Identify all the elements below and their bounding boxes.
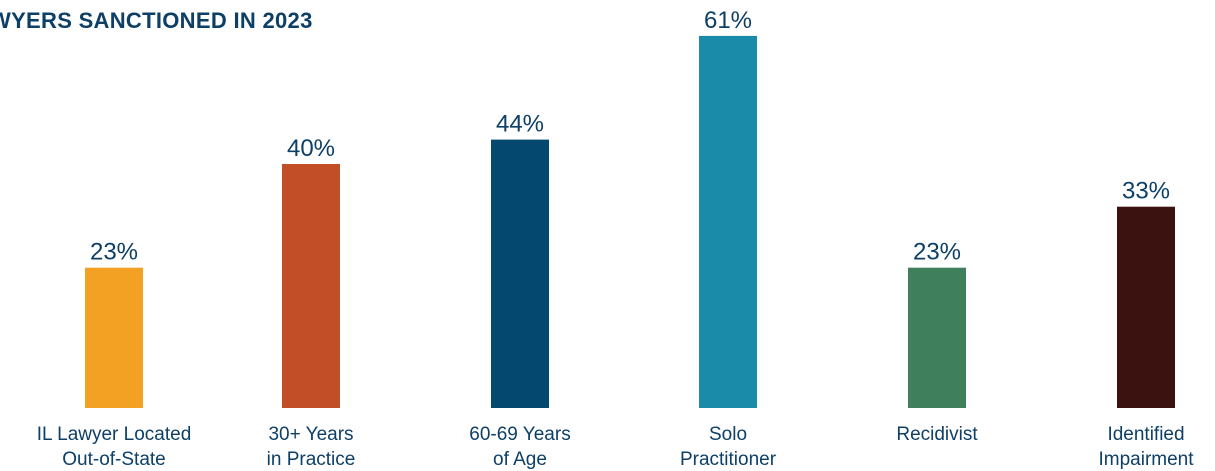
category-label-line: IL Lawyer Located xyxy=(37,424,192,445)
bar-3 xyxy=(699,35,757,409)
bar-1 xyxy=(282,164,340,408)
category-labels-group: IL Lawyer Located Out-of-State 30+ Years in… xyxy=(37,424,1195,470)
data-labels-group: 23% 40% 44% 61% 23% 33% xyxy=(90,7,1170,266)
data-label-0: 23% xyxy=(90,239,138,266)
category-label-line: Identified xyxy=(1107,424,1184,445)
category-label-line: Recidivist xyxy=(896,424,978,445)
bar-5 xyxy=(1117,206,1175,408)
category-label-line: 60-69 Years xyxy=(469,424,570,445)
category-label-line: Practitioner xyxy=(680,449,777,470)
bar-4 xyxy=(908,267,966,408)
bar-2 xyxy=(491,139,549,408)
data-label-2: 44% xyxy=(496,111,544,138)
chart-title: WYERS SANCTIONED IN 2023 xyxy=(0,8,313,33)
category-label-line: of Age xyxy=(493,449,547,470)
category-label-line: Solo xyxy=(709,424,747,445)
category-label-line: in Practice xyxy=(267,449,356,470)
category-label-5: Identified Impairment xyxy=(1098,424,1194,470)
bars-group xyxy=(85,35,1175,409)
data-label-5: 33% xyxy=(1122,178,1170,205)
category-label-line: Impairment xyxy=(1098,449,1194,470)
bar-0 xyxy=(85,267,143,408)
data-label-1: 40% xyxy=(287,135,335,162)
category-label-0: IL Lawyer Located Out-of-State xyxy=(37,424,192,470)
category-label-line: Out-of-State xyxy=(62,449,166,470)
category-label-3: Solo Practitioner xyxy=(680,424,777,470)
category-label-2: 60-69 Years of Age xyxy=(469,424,570,470)
category-label-line: 30+ Years xyxy=(268,424,353,445)
category-label-1: 30+ Years in Practice xyxy=(267,424,356,470)
data-label-3: 61% xyxy=(704,7,752,34)
category-label-4: Recidivist xyxy=(896,424,978,445)
data-label-4: 23% xyxy=(913,239,961,266)
